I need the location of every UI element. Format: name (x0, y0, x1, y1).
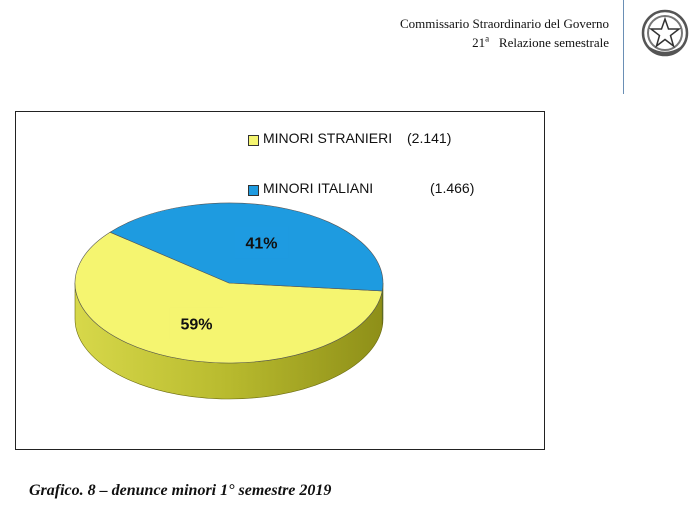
pie-chart: 59% 41% (74, 202, 384, 400)
pie-label-minori-italiani: 41% (245, 235, 277, 252)
legend-label-minori-italiani: MINORI ITALIANI (263, 180, 374, 196)
report-number: 21 (472, 35, 486, 50)
header-report-line: 21a Relazione semestrale (400, 33, 609, 52)
pie-label-bg-minori-stranieri (169, 307, 224, 340)
legend-swatch-minori-italiani (248, 185, 259, 196)
republic-emblem-icon (641, 9, 689, 57)
legend-value-minori-italiani: (1.466) (430, 180, 475, 196)
chart-frame: 59% 41% MINORI STRANIERI (2.141) MINORI I… (15, 111, 545, 450)
report-header: Commissario Straordinario del Governo 21… (400, 14, 609, 52)
pie-label-bg-minori-italiani (234, 226, 289, 259)
report-title: Relazione semestrale (498, 35, 609, 50)
report-number-suffix: a (485, 33, 490, 44)
header-institution: Commissario Straordinario del Governo (399, 16, 609, 31)
header-divider (623, 0, 624, 94)
pie-label-minori-stranieri: 59% (180, 317, 212, 334)
pie-slice-minori-stranieri (74, 231, 383, 364)
legend-label-minori-stranieri: MINORI STRANIERI (263, 130, 393, 146)
chart-caption: Grafico. 8 – denunce minori 1° semestre … (29, 482, 332, 499)
legend-value-minori-stranieri: (2.141) (407, 130, 452, 146)
legend-swatch-minori-stranieri (248, 135, 259, 146)
